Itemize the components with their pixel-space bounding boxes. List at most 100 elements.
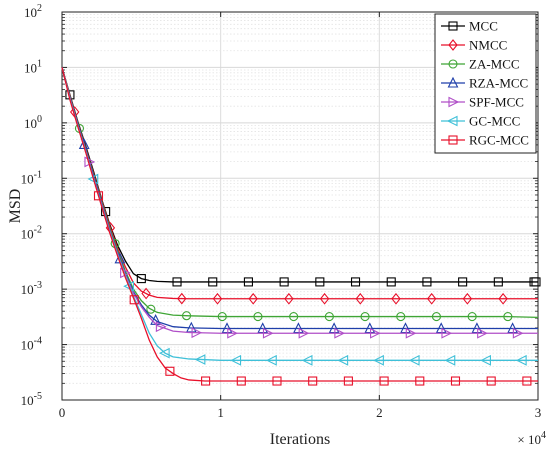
legend-label: RGC-MCC bbox=[469, 133, 529, 148]
series-marker bbox=[396, 312, 406, 322]
series-marker bbox=[503, 312, 513, 322]
series-marker bbox=[243, 277, 253, 287]
series-marker bbox=[435, 322, 447, 334]
legend-label: GC-MCC bbox=[469, 114, 520, 129]
series-marker bbox=[191, 327, 203, 339]
series-marker bbox=[441, 327, 453, 339]
series-marker bbox=[422, 277, 432, 287]
legend-marker bbox=[448, 21, 458, 31]
series-marker bbox=[236, 376, 246, 386]
series-marker bbox=[212, 292, 223, 305]
legend-entry: NMCC bbox=[441, 38, 507, 53]
series-marker bbox=[208, 277, 218, 287]
series-marker bbox=[350, 277, 361, 287]
y-tick-label: 10-4 bbox=[21, 336, 42, 353]
x-axis-multiplier: × 104 bbox=[517, 430, 546, 447]
legend: MCC NMCC ZA-MCC RZA-MCC SPF-MCC GC-MCC RGC-MCC bbox=[434, 13, 537, 154]
series-marker bbox=[467, 312, 477, 322]
legend-marker bbox=[448, 39, 458, 51]
legend-label: ZA-MCC bbox=[469, 57, 520, 72]
series-marker bbox=[217, 312, 227, 322]
series-marker bbox=[298, 327, 310, 339]
y-axis-label: MSD bbox=[7, 189, 24, 224]
series-marker bbox=[319, 292, 330, 305]
series-marker bbox=[172, 277, 182, 287]
legend-entry: ZA-MCC bbox=[441, 57, 520, 72]
y-tick-label: 10-1 bbox=[21, 169, 42, 186]
series-marker bbox=[512, 327, 524, 339]
axis-ticks: 0 1 2 3 10-5 10-4 10-3 10-2 10-1 100 101 102 bbox=[21, 3, 542, 420]
series-marker bbox=[158, 347, 170, 359]
series-marker bbox=[415, 376, 425, 386]
series-marker bbox=[257, 322, 269, 334]
series-marker bbox=[194, 354, 206, 365]
legend-marker bbox=[448, 96, 460, 108]
series-marker bbox=[431, 312, 442, 322]
series-marker bbox=[391, 292, 401, 305]
series-marker bbox=[301, 354, 313, 366]
legend-entry: RZA-MCC bbox=[441, 76, 528, 91]
series-line bbox=[61, 67, 538, 382]
series-marker bbox=[123, 280, 134, 292]
series-marker bbox=[146, 304, 156, 314]
series-marker bbox=[248, 292, 258, 305]
legend-entry: GC-MCC bbox=[441, 114, 520, 129]
series-marker bbox=[480, 354, 491, 366]
series-marker bbox=[486, 376, 496, 386]
plot-frame bbox=[61, 11, 539, 401]
legend-marker bbox=[447, 76, 459, 88]
series-marker bbox=[129, 295, 139, 305]
series-marker bbox=[93, 191, 104, 201]
series-marker bbox=[315, 277, 325, 287]
series-marker bbox=[201, 376, 211, 386]
x-tick-label: 0 bbox=[59, 405, 66, 420]
series-marker bbox=[400, 322, 411, 334]
series-marker bbox=[141, 287, 151, 300]
x-tick-label: 3 bbox=[535, 405, 542, 420]
series-marker bbox=[289, 312, 299, 322]
series-marker bbox=[458, 277, 468, 287]
legend-marker bbox=[446, 115, 458, 127]
y-tick-label: 10-3 bbox=[21, 280, 42, 297]
series-marker bbox=[266, 354, 277, 366]
series-marker bbox=[136, 274, 146, 284]
y-tick-label: 102 bbox=[24, 3, 42, 20]
series-layer bbox=[61, 67, 541, 386]
legend-marker bbox=[448, 59, 458, 69]
series-marker bbox=[343, 376, 353, 386]
series-marker bbox=[498, 292, 508, 305]
y-tick-label: 10-2 bbox=[21, 225, 42, 242]
legend-entry: MCC bbox=[441, 19, 498, 34]
series-marker bbox=[379, 376, 389, 386]
series-marker bbox=[477, 327, 488, 339]
series-marker bbox=[462, 292, 473, 305]
series-marker bbox=[328, 322, 340, 334]
series-marker bbox=[522, 376, 532, 386]
series-marker bbox=[155, 321, 167, 333]
series-marker bbox=[284, 292, 294, 305]
series-marker bbox=[426, 292, 437, 305]
series-marker bbox=[493, 277, 503, 287]
x-tick-label: 1 bbox=[217, 405, 224, 420]
series-marker bbox=[337, 354, 349, 366]
series-marker bbox=[230, 354, 242, 366]
legend-label: MCC bbox=[469, 19, 498, 34]
series-marker bbox=[364, 322, 376, 334]
series-marker bbox=[360, 312, 370, 322]
y-tick-label: 101 bbox=[24, 58, 42, 75]
legend-label: NMCC bbox=[469, 38, 507, 53]
series-marker bbox=[507, 322, 519, 334]
y-tick-label: 100 bbox=[24, 114, 42, 131]
series-marker bbox=[370, 327, 381, 339]
series-marker bbox=[408, 354, 420, 366]
legend-label: RZA-MCC bbox=[469, 76, 528, 91]
series-marker bbox=[386, 277, 396, 287]
legend-entry: SPF-MCC bbox=[441, 95, 524, 110]
series-marker bbox=[272, 376, 282, 386]
x-tick-label: 2 bbox=[376, 405, 383, 420]
series-marker bbox=[182, 311, 192, 321]
series-marker bbox=[262, 327, 274, 339]
series-marker bbox=[444, 354, 456, 366]
series-marker bbox=[227, 327, 239, 339]
series-marker bbox=[531, 277, 541, 287]
